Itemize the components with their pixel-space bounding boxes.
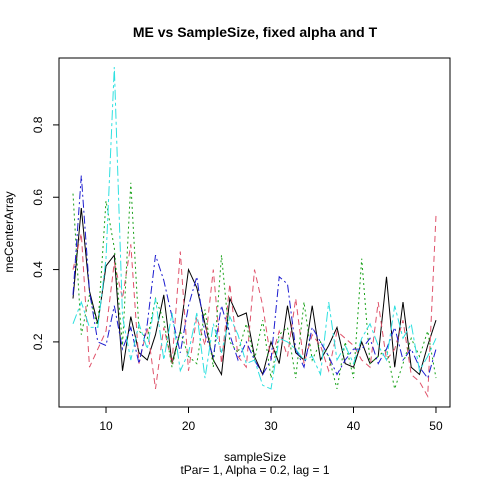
- x-tick-label: 40: [347, 419, 361, 433]
- plot-frame: [58, 57, 451, 408]
- y-axis: 0.2 0.4 0.6 0.8: [31, 116, 59, 350]
- series-line-4: [72, 175, 437, 380]
- y-tick-label: 0.6: [31, 189, 45, 206]
- series-line-3: [72, 182, 437, 391]
- y-axis-label: meCenterArray: [2, 191, 16, 272]
- x-tick-label: 20: [182, 419, 196, 433]
- chart-title: ME vs SampleSize, fixed alpha and T: [133, 24, 378, 40]
- x-axis-label: sampleSize: [224, 450, 286, 464]
- x-axis: 10 20 30 40 50: [99, 407, 443, 433]
- y-tick-label: 0.8: [31, 116, 45, 133]
- y-tick-label: 0.2: [31, 333, 45, 350]
- x-tick-label: 50: [429, 419, 443, 433]
- y-tick-label: 0.4: [31, 261, 45, 278]
- x-tick-label: 30: [264, 419, 278, 433]
- series-line-5: [72, 66, 437, 390]
- lines-layer: [72, 66, 437, 398]
- series-line-2: [72, 215, 437, 398]
- x-tick-label: 10: [99, 419, 113, 433]
- chart-subtitle: tPar= 1, Alpha = 0.2, lag = 1: [180, 463, 329, 477]
- series-line-1: [72, 208, 437, 377]
